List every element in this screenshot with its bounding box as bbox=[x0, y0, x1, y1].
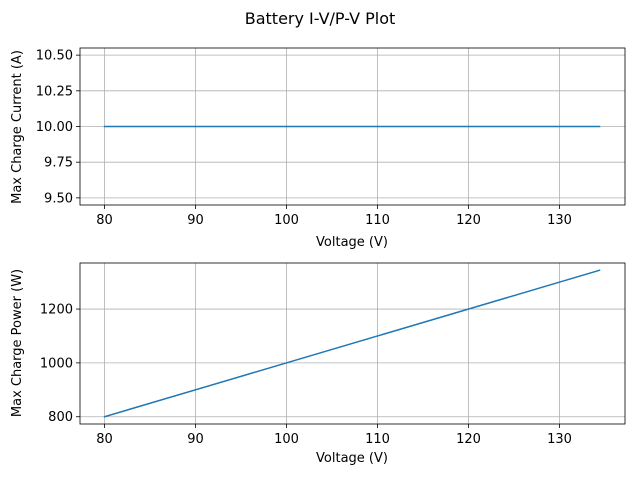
subplot-1-x-axis-label: Voltage (V) bbox=[316, 451, 388, 466]
x-tick-label: 80 bbox=[96, 213, 113, 228]
x-tick-label: 120 bbox=[456, 213, 481, 228]
x-tick-label: 90 bbox=[187, 432, 204, 447]
x-tick-label: 100 bbox=[274, 213, 299, 228]
x-tick-label: 110 bbox=[365, 213, 390, 228]
subplot-0-y-axis-label: Max Charge Current (A) bbox=[10, 50, 25, 204]
subplot-1-y-axis-label: Max Charge Power (W) bbox=[10, 269, 25, 417]
y-tick-label: 9.50 bbox=[44, 191, 73, 206]
x-tick-label: 110 bbox=[365, 432, 390, 447]
current-voltage-subplot: 80 90 100 110 120 1309.509.7510.0010.2510.50 … bbox=[10, 47, 626, 250]
figure-title: Battery I-V/P-V Plot bbox=[245, 9, 396, 28]
y-tick-label: 10.00 bbox=[36, 120, 73, 135]
y-tick-label: 10.25 bbox=[36, 84, 73, 99]
subplot-0-x-axis-label: Voltage (V) bbox=[316, 235, 388, 250]
subplot-1-axes-frame bbox=[79, 262, 626, 425]
x-tick-label: 120 bbox=[456, 432, 481, 447]
y-tick-label: 10.50 bbox=[36, 49, 73, 64]
x-tick-label: 130 bbox=[547, 213, 572, 228]
y-tick-label: 800 bbox=[48, 410, 73, 425]
x-tick-label: 100 bbox=[274, 432, 299, 447]
subplot-1-ticks: 80 90 100 110 120 130 800 1000 1200 bbox=[40, 303, 572, 447]
subplot-1-series bbox=[103, 269, 601, 418]
subplot-0-ticks: 80 90 100 110 120 130 9.50 9.75 10.00 10.25 10.50 bbox=[36, 49, 572, 228]
y-tick-label: 9.75 bbox=[44, 156, 73, 171]
x-tick-label: 130 bbox=[547, 432, 572, 447]
y-tick-label: 1000 bbox=[40, 356, 73, 371]
subplot-1-gridlines bbox=[80, 263, 625, 424]
y-tick-label: 1200 bbox=[40, 303, 73, 318]
series-line bbox=[103, 269, 601, 418]
x-tick-label: 90 bbox=[187, 213, 204, 228]
x-tick-label: 80 bbox=[96, 432, 113, 447]
